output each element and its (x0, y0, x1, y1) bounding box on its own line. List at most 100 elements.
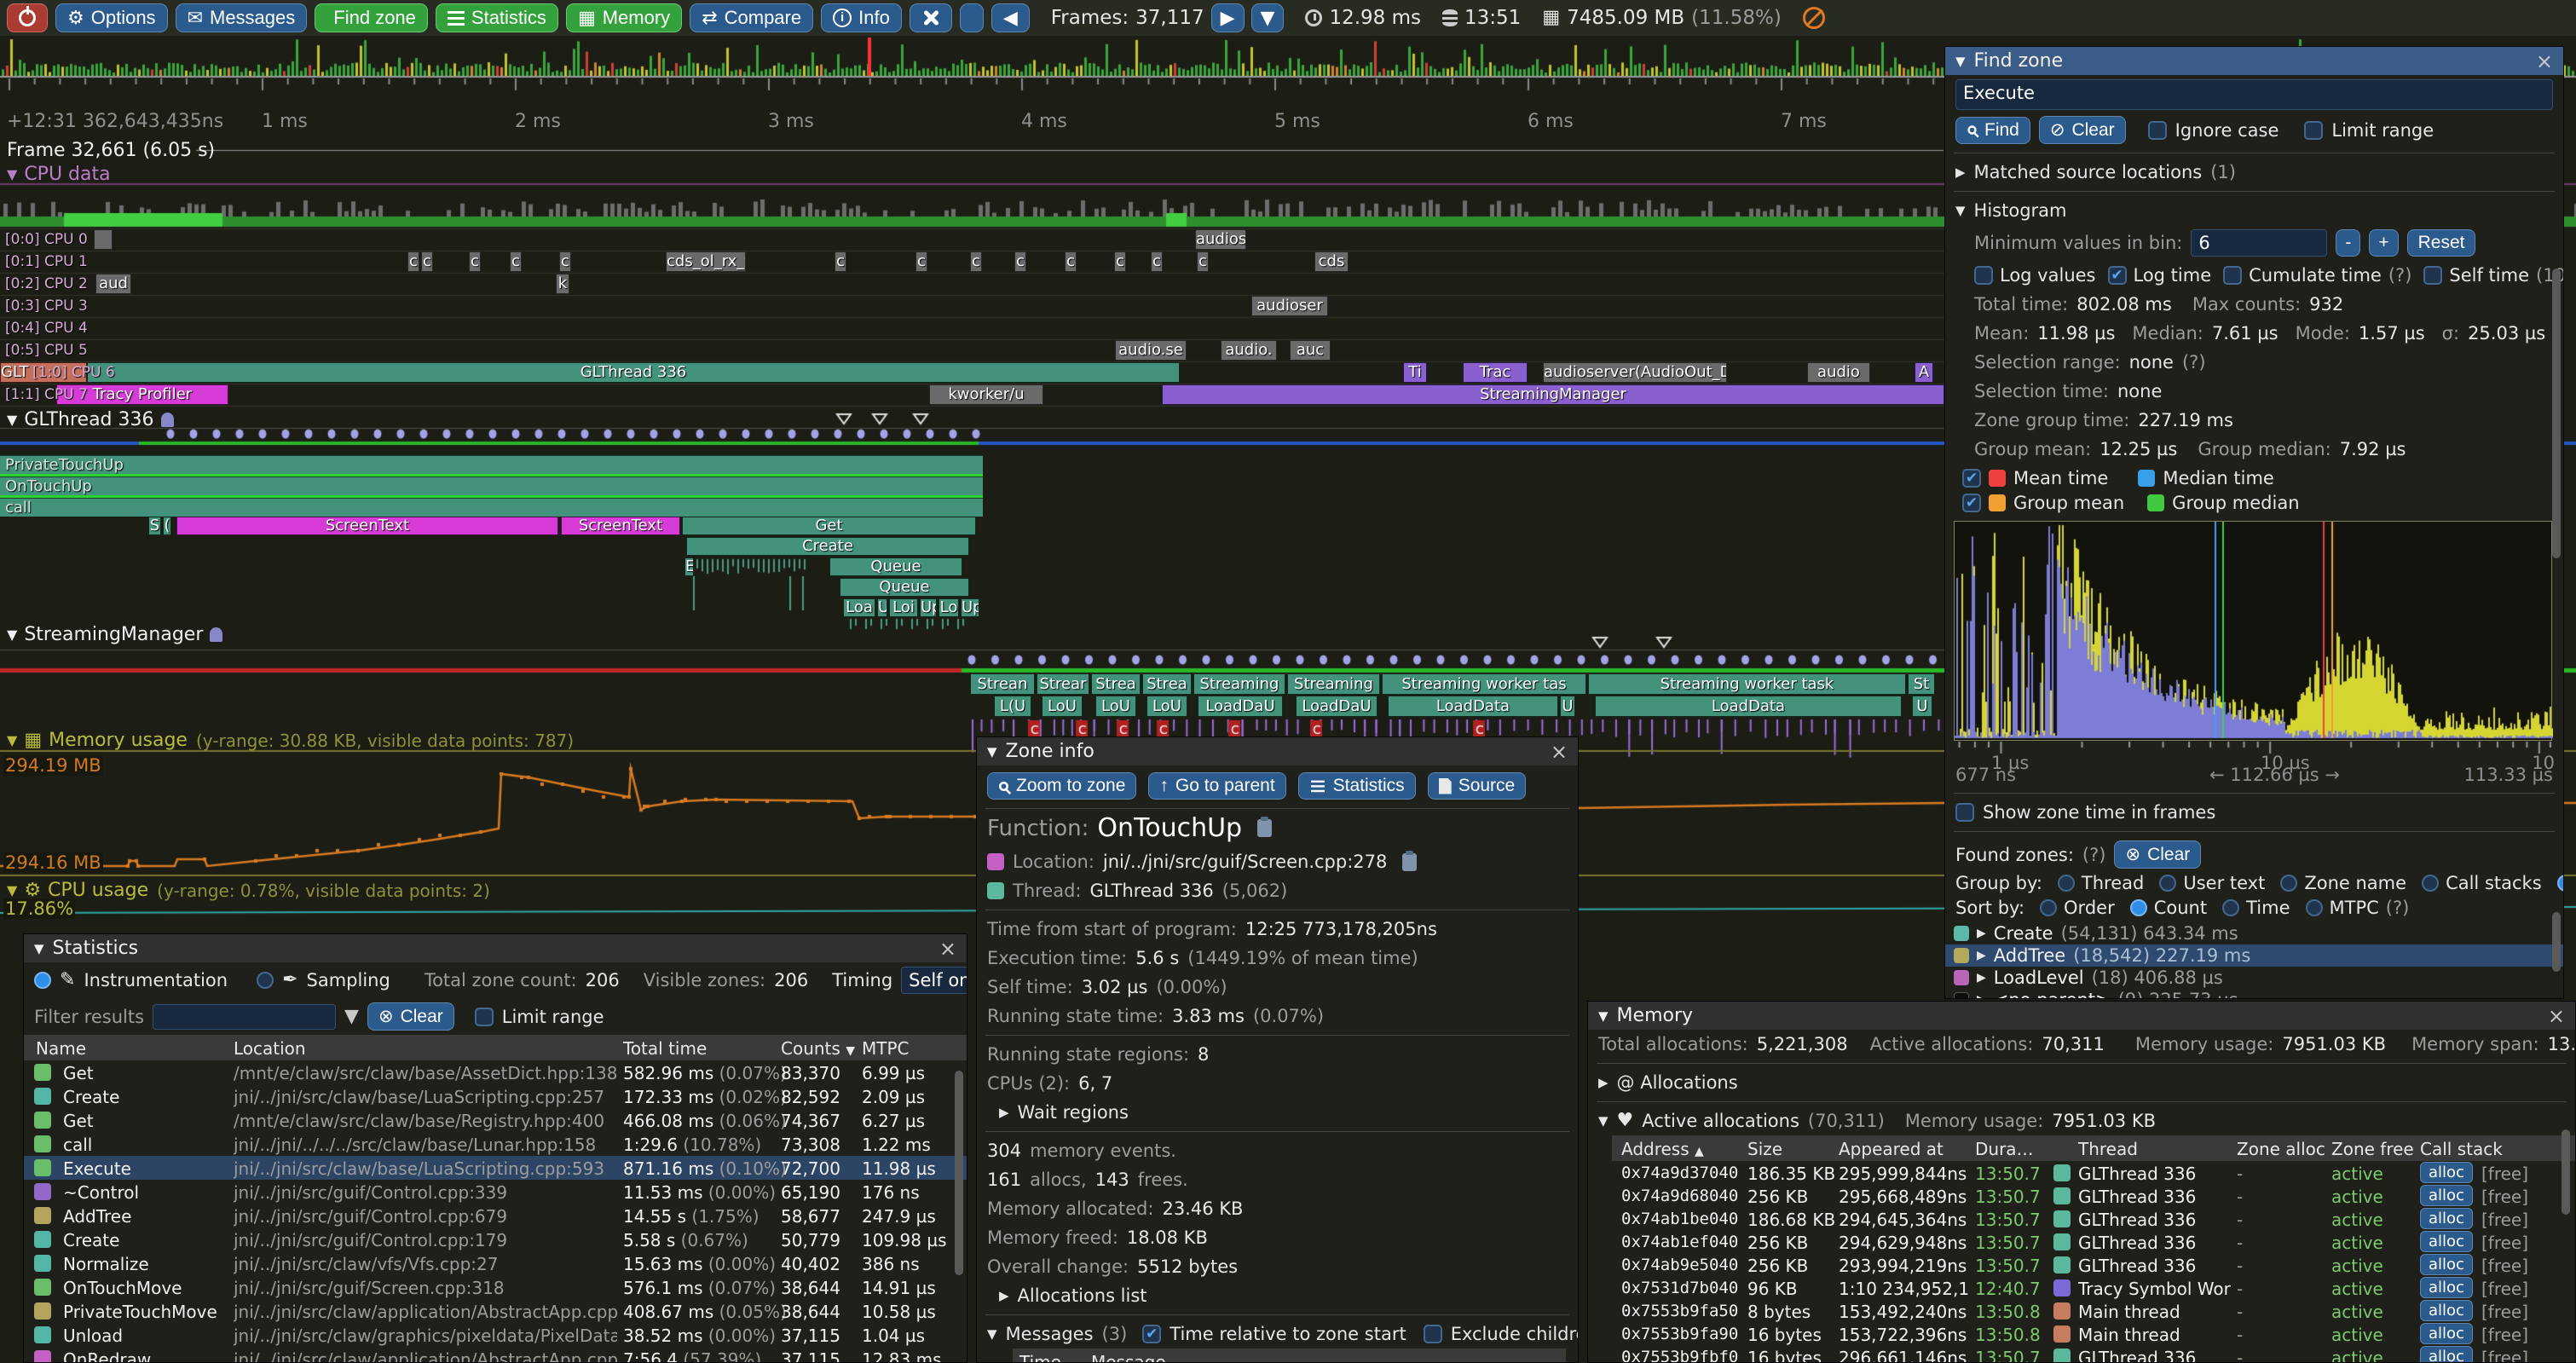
minus-button[interactable]: - (2336, 229, 2361, 257)
plus-button[interactable]: + (2369, 229, 2399, 257)
clipboard-icon[interactable] (1402, 850, 1418, 871)
timeline-zone[interactable]: Strear (1037, 673, 1089, 695)
timeline-zone[interactable]: c (1065, 251, 1077, 272)
col-counts[interactable]: Counts ▼ (781, 1038, 855, 1059)
table-row[interactable]: 0x74ab9e5040 256 KB 293,994,219ns 13:50.7 GL… (1612, 1253, 2575, 1276)
col-name[interactable]: Name (36, 1038, 87, 1059)
timeline-zone[interactable]: audio. (1221, 340, 1277, 361)
gl-band-privatetouchup[interactable]: PrivateTouchUp (0, 455, 983, 474)
wait-regions-expander[interactable]: ▶ Wait regions (999, 1102, 1129, 1123)
memory-titlebar[interactable]: ▼ Memory × (1588, 1002, 2575, 1030)
timeline-zone[interactable]: LoadData (1595, 696, 1902, 717)
timeline-zone[interactable]: c (469, 251, 481, 272)
found-list-scrollbar[interactable] (2552, 912, 2561, 972)
table-row[interactable]: 0x74ab1be040 186.68 KB 294,645,364ns 13:50.… (1612, 1207, 2575, 1230)
col-mtpc[interactable]: MTPC (862, 1038, 910, 1059)
memory-button[interactable]: ▦ Memory (565, 3, 683, 32)
timeline-zone[interactable]: Queue (829, 557, 962, 576)
timeline-zone[interactable]: audioser (1251, 296, 1328, 316)
col-zone-free[interactable]: Zone free (2331, 1139, 2414, 1159)
timeline-zone[interactable]: c (559, 251, 571, 272)
allocations-expander[interactable]: ▶ @ Allocations (1598, 1072, 1738, 1093)
timing-dropdown[interactable]: Self only▼ (901, 967, 967, 994)
timeline-zone[interactable]: Streaming (1287, 673, 1380, 695)
messages-expander[interactable]: ▼ Messages (3) ✔ Time relative to zone star… (987, 1324, 1578, 1344)
timeline-zone[interactable]: Streaming worker tas (1382, 673, 1586, 695)
limit-range-checkbox[interactable] (474, 1007, 494, 1026)
clear-button[interactable]: ⊘ Clear (2038, 116, 2126, 144)
timeline-zone[interactable]: Tracy Profiler (56, 384, 228, 405)
group-by-radio-zone-name[interactable] (2280, 875, 2298, 892)
clear-found-button[interactable]: ⊗ Clear (2114, 840, 2202, 869)
cpu-row-label[interactable]: [0:0] CPU 0 (5, 231, 88, 248)
sort-by-radio-mtpc[interactable] (2305, 899, 2323, 916)
timeline-zone[interactable]: LoadDaU (1296, 696, 1378, 717)
col-total-time[interactable]: Total time (623, 1038, 708, 1059)
ignore-case-checkbox[interactable] (2147, 120, 2167, 140)
close-icon[interactable]: × (939, 936, 956, 961)
alloc-callstack-button[interactable]: alloc (2420, 1185, 2473, 1206)
alloc-callstack-button[interactable]: alloc (2420, 1208, 2473, 1229)
clipboard-icon[interactable] (1257, 817, 1273, 837)
alloc-callstack-button[interactable]: alloc (2420, 1231, 2473, 1252)
col-call-stack[interactable]: Call stack (2420, 1139, 2503, 1159)
timeline-zone[interactable]: U (1560, 696, 1575, 717)
show-zone-time-checkbox[interactable] (1955, 803, 1974, 822)
timeline-zone[interactable]: ( (163, 517, 171, 535)
gl-band-ontouchup[interactable]: OnTouchUp (0, 476, 983, 495)
timeline-zone[interactable]: ScreenText (561, 517, 680, 535)
cpu-row-label[interactable]: [1:0] CPU 6 (32, 364, 115, 381)
sort-by-radio-order[interactable] (2040, 899, 2058, 916)
cumulate-time-checkbox[interactable] (2223, 266, 2243, 285)
power-button[interactable] (7, 3, 48, 32)
table-row[interactable]: 0x74a9d37040 186.35 KB 295,999,844ns 13:50.… (1612, 1161, 2575, 1184)
timeline-zone[interactable]: c (1197, 251, 1209, 272)
timeline-zone[interactable]: Loi (889, 598, 918, 617)
timeline-zone[interactable]: Strean (970, 673, 1035, 695)
cpu-row-label[interactable]: [0:4] CPU 4 (5, 320, 88, 337)
zoom-button[interactable] (959, 3, 984, 32)
timeline-zone[interactable]: auc (1290, 340, 1331, 361)
messages-button[interactable]: ✉ Messages (175, 3, 308, 32)
timeline-zone[interactable]: GLT (0, 362, 87, 383)
timeline-zone[interactable]: c (510, 251, 522, 272)
alloc-callstack-button[interactable]: alloc (2420, 1323, 2473, 1344)
timeline-zone[interactable]: c (1114, 251, 1126, 272)
group-by-radio-call-stacks[interactable] (2422, 875, 2440, 892)
found-zone-row[interactable]: ▶ <no parent> (9) 225.73 µs (1945, 989, 2563, 998)
found-zone-row[interactable]: ▶ LoadLevel (18) 406.88 µs (1945, 967, 2563, 989)
col-size[interactable]: Size (1747, 1139, 1783, 1159)
timeline-zone[interactable]: Strea (1091, 673, 1141, 695)
timeline-zone[interactable]: c (835, 251, 846, 272)
timeline-zone[interactable]: Streaming (1193, 673, 1285, 695)
cpu-row-label[interactable]: [0:5] CPU 5 (5, 342, 88, 359)
timeline-zone[interactable]: LoU (1095, 696, 1136, 717)
timeline-zone[interactable]: L(U (994, 696, 1031, 717)
sampling-radio[interactable] (257, 972, 274, 989)
frame-down-button[interactable]: ▼ (1250, 3, 1285, 32)
cpu-row-label[interactable]: [0:3] CPU 3 (5, 297, 88, 315)
back-button[interactable]: ◀ (991, 3, 1030, 32)
timeline-zone[interactable]: kworker/u (929, 384, 1043, 405)
timeline-zone[interactable]: aud (95, 274, 131, 294)
find-zone-search-input[interactable]: Execute (1955, 79, 2553, 110)
timeline-zone[interactable]: GLThread 336 (87, 362, 1180, 383)
table-row[interactable]: Execute jni/../jni/src/claw/base/LuaScrip… (24, 1156, 967, 1180)
zoom-to-zone-button[interactable]: Zoom to zone (987, 772, 1137, 800)
cpu-data-header[interactable]: ▼ CPU data (7, 164, 111, 185)
timeline-zone[interactable]: audioserver(AudioOut_D) (1543, 362, 1727, 383)
close-icon[interactable]: × (1550, 739, 1568, 764)
alloc-callstack-button[interactable]: alloc (2420, 1300, 2473, 1321)
group-by-radio-parent[interactable] (2556, 875, 2563, 892)
timeline-zone[interactable]: Strea (1142, 673, 1192, 695)
alloc-callstack-button[interactable]: alloc (2420, 1162, 2473, 1183)
log-time-checkbox[interactable]: ✔ (2107, 266, 2127, 285)
group-by-radio-thread[interactable] (2057, 875, 2075, 892)
table-row[interactable]: Get/mnt/e/claw/src/claw/base/AssetDict.h… (24, 1060, 967, 1084)
clear-button[interactable]: ⊗ Clear (367, 1002, 454, 1031)
self-time-checkbox[interactable] (2423, 266, 2443, 285)
found-zone-row[interactable]: ▶ Create (54,131) 643.34 ms (1945, 922, 2563, 944)
timeline-zone[interactable]: LoadDaU (1198, 696, 1283, 717)
timeline-zone[interactable]: Queue (840, 578, 969, 597)
col-zone-alloc[interactable]: Zone alloc (2237, 1139, 2325, 1159)
